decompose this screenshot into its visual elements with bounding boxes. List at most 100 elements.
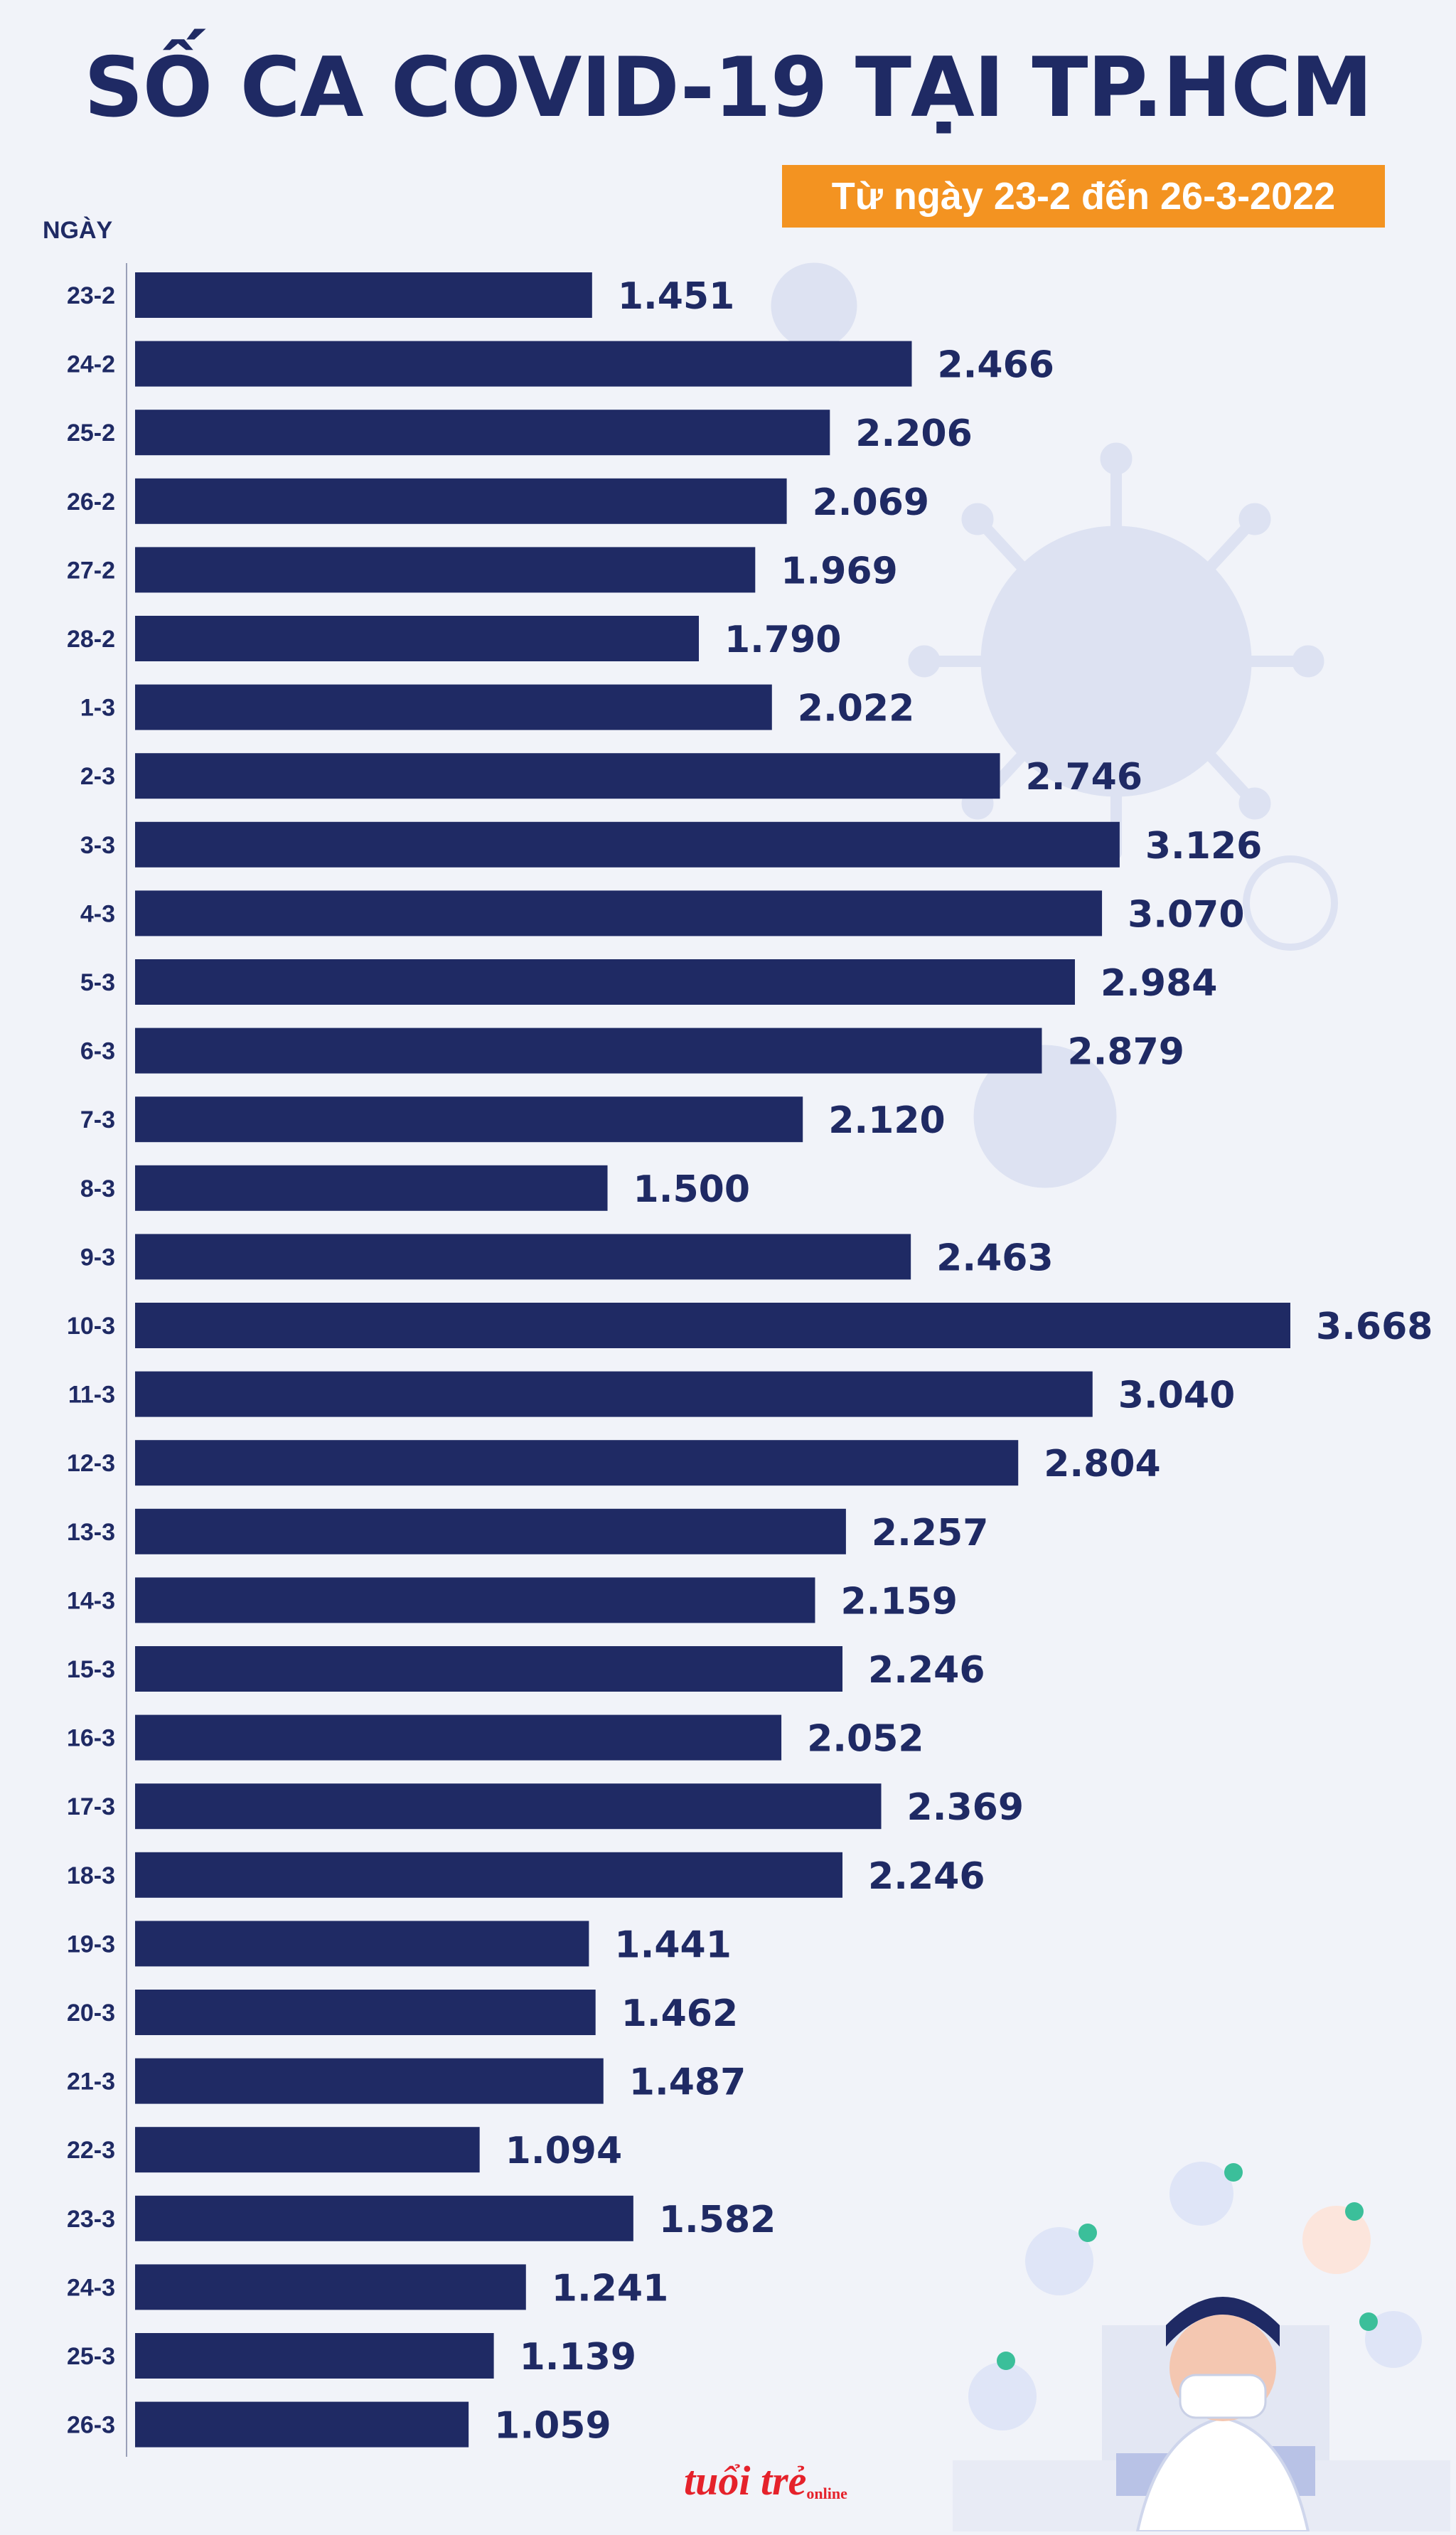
tuoitre-logo: tuổi trẻonline xyxy=(684,2457,847,2504)
value-label: 2.257 xyxy=(872,1512,988,1554)
category-tick-label: 5-3 xyxy=(80,969,115,996)
value-label: 2.069 xyxy=(813,481,929,524)
bar xyxy=(135,1508,846,1554)
value-label: 1.441 xyxy=(614,1923,731,1966)
category-tick-label: 24-2 xyxy=(67,351,115,378)
category-tick-label: 13-3 xyxy=(67,1519,115,1546)
bar xyxy=(135,272,592,318)
bar xyxy=(135,684,772,730)
category-tick-label: 24-3 xyxy=(67,2274,115,2301)
value-label: 2.246 xyxy=(868,1649,985,1692)
value-label: 1.790 xyxy=(724,619,841,661)
bar xyxy=(135,1165,608,1211)
value-label: 1.969 xyxy=(781,550,897,592)
bar xyxy=(135,2058,604,2104)
bar xyxy=(135,1440,1019,1486)
category-tick-label: 2-3 xyxy=(80,763,115,790)
bar xyxy=(135,1234,911,1280)
value-label: 3.070 xyxy=(1128,893,1244,936)
bar xyxy=(135,821,1120,868)
category-tick-label: 14-3 xyxy=(67,1587,115,1614)
category-tick-label: 23-3 xyxy=(67,2206,115,2233)
bar xyxy=(135,753,1000,799)
category-tick-label: 15-3 xyxy=(67,1656,115,1683)
category-tick-label: 26-3 xyxy=(67,2412,115,2439)
value-label: 2.052 xyxy=(807,1718,924,1761)
category-tick-label: 18-3 xyxy=(67,1862,115,1889)
value-label: 1.500 xyxy=(633,1168,750,1211)
page-title: SỐ CA COVID-19 TẠI TP.HCM xyxy=(84,40,1373,136)
date-range-badge: Từ ngày 23-2 đến 26-3-2022 xyxy=(782,165,1385,228)
bar xyxy=(135,1646,843,1692)
category-tick-label: 7-3 xyxy=(80,1106,115,1133)
category-tick-label: 27-2 xyxy=(67,557,115,584)
bar xyxy=(135,1577,815,1623)
category-tick-label: 22-3 xyxy=(67,2137,115,2164)
bar xyxy=(135,478,787,524)
category-tick-label: 11-3 xyxy=(68,1382,115,1409)
value-label: 2.879 xyxy=(1067,1031,1184,1074)
category-tick-label: 3-3 xyxy=(80,832,115,859)
bar xyxy=(135,2127,480,2173)
y-axis-label: NGÀY xyxy=(43,217,113,244)
value-label: 2.746 xyxy=(1026,756,1142,799)
bar xyxy=(135,1096,803,1143)
bar xyxy=(135,890,1103,936)
bar xyxy=(135,1714,782,1761)
category-tick-label: 4-3 xyxy=(80,900,115,927)
value-label: 2.022 xyxy=(798,688,914,730)
bar xyxy=(135,1303,1290,1348)
healthcare-illustration xyxy=(953,2162,1450,2531)
bar xyxy=(135,2333,494,2379)
category-tick-label: 25-3 xyxy=(67,2343,115,2370)
category-tick-label: 6-3 xyxy=(80,1038,115,1065)
value-label: 2.206 xyxy=(855,412,972,455)
value-label: 1.059 xyxy=(494,2405,611,2448)
value-label: 2.466 xyxy=(937,344,1054,387)
value-label: 2.369 xyxy=(907,1786,1024,1829)
value-label: 1.462 xyxy=(621,1992,738,2035)
category-tick-label: 20-3 xyxy=(67,2000,115,2027)
value-label: 1.451 xyxy=(618,275,734,318)
bar xyxy=(135,2401,469,2448)
value-label: 3.126 xyxy=(1145,825,1262,868)
value-label: 2.984 xyxy=(1101,962,1217,1005)
category-tick-label: 26-2 xyxy=(67,489,115,516)
category-tick-label: 25-2 xyxy=(67,420,115,447)
bar xyxy=(135,1921,589,1967)
bar xyxy=(135,1028,1042,1074)
value-label: 2.120 xyxy=(828,1099,945,1142)
bar xyxy=(135,1783,882,1830)
value-label: 1.487 xyxy=(629,2061,746,2104)
category-tick-label: 9-3 xyxy=(80,1244,115,1271)
value-label: 1.582 xyxy=(659,2199,776,2241)
category-tick-label: 23-2 xyxy=(67,282,115,309)
bar xyxy=(135,2264,526,2310)
category-tick-label: 16-3 xyxy=(67,1725,115,1752)
category-tick-label: 21-3 xyxy=(67,2069,115,2096)
value-label: 3.668 xyxy=(1316,1306,1433,1348)
bar xyxy=(135,547,756,593)
bar xyxy=(135,410,830,456)
value-label: 1.094 xyxy=(505,2130,622,2172)
value-label: 3.040 xyxy=(1118,1375,1235,1417)
value-label: 2.463 xyxy=(936,1237,1053,1279)
bar xyxy=(135,1990,596,2035)
bar xyxy=(135,1371,1093,1417)
category-tick-label: 19-3 xyxy=(67,1931,115,1958)
value-label: 2.246 xyxy=(868,1855,985,1898)
category-tick-label: 12-3 xyxy=(67,1450,115,1477)
category-tick-label: 8-3 xyxy=(80,1175,115,1202)
category-tick-label: 17-3 xyxy=(67,1793,115,1820)
bar xyxy=(135,1852,843,1898)
bar xyxy=(135,616,700,661)
value-label: 1.139 xyxy=(520,2336,636,2379)
value-label: 2.804 xyxy=(1044,1443,1160,1485)
bar xyxy=(135,959,1075,1005)
bar xyxy=(135,341,912,387)
value-label: 1.241 xyxy=(552,2267,668,2310)
value-label: 2.159 xyxy=(840,1580,957,1623)
category-tick-label: 1-3 xyxy=(80,695,115,722)
